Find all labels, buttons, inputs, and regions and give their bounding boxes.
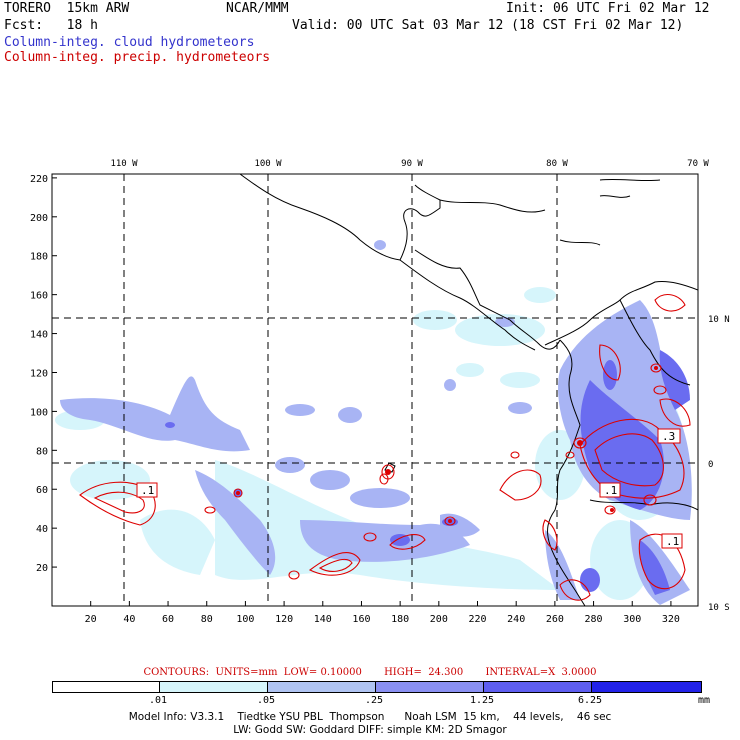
colorbar-segment bbox=[591, 682, 701, 692]
model-title: TORERO 15km ARW bbox=[4, 1, 130, 16]
y-tick-label: 220 bbox=[30, 174, 48, 185]
latitude-label: 10 S bbox=[708, 603, 730, 613]
contour-label-3: .1 bbox=[604, 484, 617, 497]
colorbar-tick-label: .05 bbox=[256, 695, 276, 706]
colorbar-segment bbox=[53, 682, 159, 692]
longitude-label: 100 W bbox=[254, 159, 282, 169]
y-tick-label: 100 bbox=[30, 407, 48, 418]
longitude-label: 80 W bbox=[546, 159, 568, 169]
colorbar-labels: .01 .05 .25 1.25 6.25 mm bbox=[0, 695, 740, 707]
init-time: Init: 06 UTC Fri 02 Mar 12 bbox=[506, 1, 710, 16]
x-tick-label: 240 bbox=[507, 614, 525, 625]
x-tick-label: 260 bbox=[546, 614, 564, 625]
colorbar-tick-label: 1.25 bbox=[469, 695, 495, 706]
longitude-label: 90 W bbox=[401, 159, 423, 169]
forecast-hour: Fcst: 18 h bbox=[4, 18, 98, 33]
x-tick-label: 60 bbox=[162, 614, 174, 625]
contour-label-4: .1 bbox=[666, 535, 679, 548]
colorbar-segment bbox=[483, 682, 591, 692]
field-precip-label: Column-integ. precip. hydrometeors bbox=[4, 50, 271, 65]
hydrometeor-field: .1 .3 .1 .1 bbox=[52, 174, 698, 606]
contour-label-2: .3 bbox=[662, 430, 675, 443]
lat-lon-grid bbox=[52, 174, 698, 606]
colorbar-segment bbox=[375, 682, 483, 692]
latitude-labels: 10 N 0 10 S bbox=[708, 315, 730, 613]
y-tick-label: 40 bbox=[36, 524, 48, 535]
coastlines bbox=[239, 174, 698, 606]
colorbar-tick-label: 6.25 bbox=[577, 695, 603, 706]
colorbar-segment bbox=[159, 682, 267, 692]
x-tick-label: 220 bbox=[468, 614, 486, 625]
y-tick-label: 120 bbox=[30, 368, 48, 379]
y-axis: 20 40 60 80 100 120 140 160 180 200 220 bbox=[30, 174, 57, 574]
latitude-label: 10 N bbox=[708, 315, 730, 325]
x-tick-label: 40 bbox=[123, 614, 135, 625]
y-tick-label: 160 bbox=[30, 291, 48, 302]
x-tick-label: 320 bbox=[662, 614, 680, 625]
model-info-line2: LW: Godd SW: Goddard DIFF: simple KM: 2D… bbox=[233, 724, 507, 736]
colorbar-units: mm bbox=[697, 695, 711, 706]
x-tick-label: 120 bbox=[275, 614, 293, 625]
x-tick-label: 140 bbox=[314, 614, 332, 625]
y-tick-label: 80 bbox=[36, 446, 48, 457]
precip-cores bbox=[236, 366, 658, 523]
y-tick-label: 20 bbox=[36, 563, 48, 574]
y-tick-label: 140 bbox=[30, 330, 48, 341]
latitude-label: 0 bbox=[708, 460, 713, 470]
model-info-line1: Model Info: V3.3.1 Tiedtke YSU PBL Thomp… bbox=[128, 711, 612, 723]
x-tick-label: 80 bbox=[201, 614, 213, 625]
x-tick-label: 100 bbox=[236, 614, 254, 625]
x-tick-label: 280 bbox=[585, 614, 603, 625]
longitude-label: 110 W bbox=[110, 159, 138, 169]
colorbar bbox=[52, 681, 702, 693]
x-tick-label: 200 bbox=[430, 614, 448, 625]
colorbar-tick-label: .01 bbox=[148, 695, 168, 706]
x-tick-label: 300 bbox=[623, 614, 641, 625]
plot-frame bbox=[51, 173, 699, 607]
contour-info: CONTOURS: UNITS=mm LOW= 0.10000 HIGH= 24… bbox=[143, 667, 597, 678]
x-tick-label: 160 bbox=[352, 614, 370, 625]
longitude-label: 70 W bbox=[687, 159, 709, 169]
y-tick-label: 60 bbox=[36, 485, 48, 496]
valid-time: Valid: 00 UTC Sat 03 Mar 12 (18 CST Fri … bbox=[292, 18, 684, 33]
x-axis: 20 40 60 80 100 120 140 160 180 200 220 240 260 280 30… bbox=[85, 601, 680, 625]
x-tick-label: 20 bbox=[85, 614, 97, 625]
colorbar-tick-label: .25 bbox=[364, 695, 384, 706]
colorbar-segment bbox=[267, 682, 375, 692]
longitude-labels: 110 W 100 W 90 W 80 W 70 W bbox=[110, 159, 709, 169]
x-tick-label: 180 bbox=[391, 614, 409, 625]
field-cloud-label: Column-integ. cloud hydrometeors bbox=[4, 35, 255, 50]
y-tick-label: 200 bbox=[30, 213, 48, 224]
contour-label-1: .1 bbox=[141, 484, 154, 497]
organization-label: NCAR/MMM bbox=[226, 1, 289, 16]
y-tick-label: 180 bbox=[30, 252, 48, 263]
contour-label-boxes bbox=[136, 428, 683, 549]
